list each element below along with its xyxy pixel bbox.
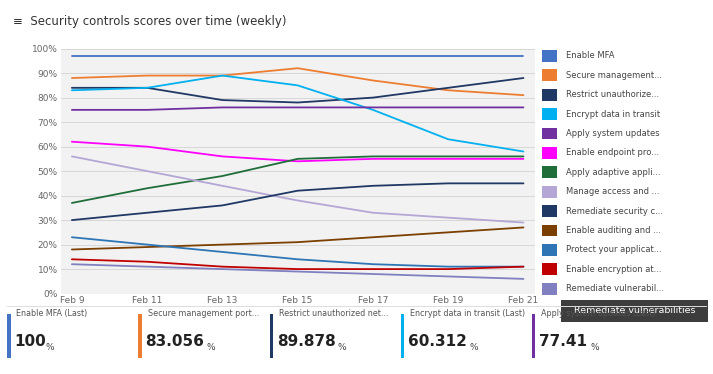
Text: Encrypt data in transit (Last): Encrypt data in transit (Last) [410, 309, 525, 318]
Text: ≡  Security controls scores over time (weekly): ≡ Security controls scores over time (we… [13, 15, 287, 28]
FancyBboxPatch shape [542, 186, 557, 197]
Text: 77.41: 77.41 [539, 334, 587, 349]
FancyBboxPatch shape [542, 263, 557, 275]
FancyBboxPatch shape [542, 70, 557, 81]
Text: Secure management port...: Secure management port... [148, 309, 259, 318]
FancyBboxPatch shape [542, 244, 557, 256]
FancyBboxPatch shape [532, 314, 535, 358]
FancyBboxPatch shape [542, 147, 557, 159]
Text: Remediate vulnerabilities: Remediate vulnerabilities [573, 306, 695, 315]
FancyBboxPatch shape [542, 89, 557, 101]
Text: Manage access and ...: Manage access and ... [566, 187, 660, 196]
Text: 60.312: 60.312 [408, 334, 467, 349]
Text: Enable encryption at...: Enable encryption at... [566, 265, 662, 274]
FancyBboxPatch shape [542, 225, 557, 236]
Text: %: % [338, 343, 347, 352]
FancyBboxPatch shape [542, 108, 557, 120]
Text: Encrypt data in transit: Encrypt data in transit [566, 110, 660, 119]
Text: %: % [207, 343, 215, 352]
FancyBboxPatch shape [401, 314, 404, 358]
Text: Restrict unauthorized net...: Restrict unauthorized net... [279, 309, 388, 318]
Text: %: % [46, 343, 54, 352]
Text: Enable endpoint pro...: Enable endpoint pro... [566, 148, 660, 157]
Text: 89.878: 89.878 [277, 334, 335, 349]
Text: Restrict unauthorize...: Restrict unauthorize... [566, 90, 660, 99]
Text: Enable MFA: Enable MFA [566, 52, 615, 61]
Text: Apply adaptive appli...: Apply adaptive appli... [566, 168, 661, 177]
FancyBboxPatch shape [542, 205, 557, 217]
Text: Secure management...: Secure management... [566, 71, 662, 80]
Text: Apply system updates: Apply system updates [566, 129, 660, 138]
Text: 83.056: 83.056 [145, 334, 205, 349]
Text: Enable auditing and ...: Enable auditing and ... [566, 226, 662, 235]
Text: %: % [590, 343, 599, 352]
FancyBboxPatch shape [560, 300, 708, 322]
FancyBboxPatch shape [542, 128, 557, 140]
FancyBboxPatch shape [542, 50, 557, 62]
FancyBboxPatch shape [542, 283, 557, 295]
Text: Remediate vulnerabil...: Remediate vulnerabil... [566, 284, 665, 293]
FancyBboxPatch shape [542, 166, 557, 178]
Text: Remediate security c...: Remediate security c... [566, 206, 663, 216]
FancyBboxPatch shape [138, 314, 142, 358]
FancyBboxPatch shape [270, 314, 273, 358]
Text: Enable MFA (Last): Enable MFA (Last) [16, 309, 88, 318]
Text: 100: 100 [14, 334, 46, 349]
Text: %: % [469, 343, 478, 352]
Text: Apply system updates (Last): Apply system updates (Last) [541, 309, 656, 318]
Text: Protect your applicat...: Protect your applicat... [566, 245, 662, 254]
FancyBboxPatch shape [7, 314, 11, 358]
